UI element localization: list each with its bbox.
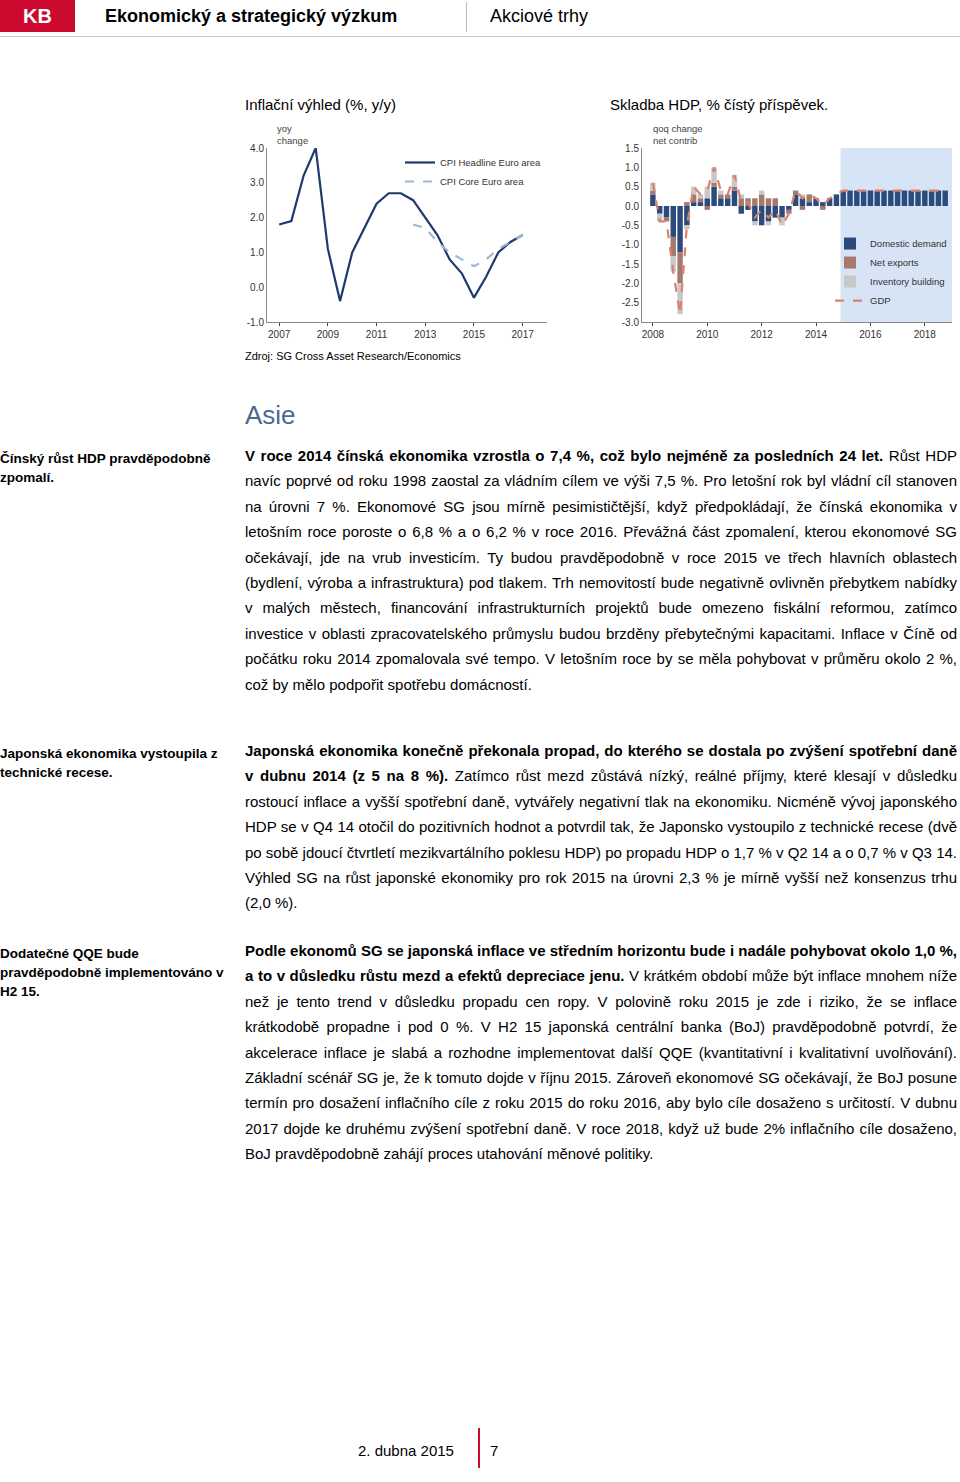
svg-text:2015: 2015 bbox=[463, 329, 486, 340]
html-text:Ekonomický a strategický výzku: Ekonomický a strategický výzkum bbox=[105, 6, 398, 26]
svg-text:-1.0: -1.0 bbox=[622, 239, 640, 250]
svg-text:CPI Headline Euro area: CPI Headline Euro area bbox=[440, 157, 541, 168]
svg-text:0.0: 0.0 bbox=[250, 282, 264, 293]
svg-text:1.0: 1.0 bbox=[625, 162, 639, 173]
svg-text:2013: 2013 bbox=[414, 329, 437, 340]
html-text:Japonská ekonomika konečně pře: Japonská ekonomika konečně překonala pro… bbox=[245, 742, 957, 912]
svg-text:2010: 2010 bbox=[696, 329, 719, 340]
svg-text:-3.0: -3.0 bbox=[622, 317, 640, 328]
svg-text:-0.5: -0.5 bbox=[622, 220, 640, 231]
svg-text:yoychange: yoychange bbox=[277, 123, 308, 146]
svg-text:0.5: 0.5 bbox=[625, 181, 639, 192]
svg-text:-2.5: -2.5 bbox=[622, 297, 640, 308]
html-text:Akciové trhy: Akciové trhy bbox=[490, 6, 588, 26]
svg-text:2018: 2018 bbox=[914, 329, 937, 340]
svg-text:-2.0: -2.0 bbox=[622, 278, 640, 289]
html-text:Dodatečné QQE bude pravděpodob: Dodatečné QQE bude pravděpodobně impleme… bbox=[0, 946, 224, 999]
html-text:Čínský růst HDP pravděpodobně: Čínský růst HDP pravděpodobně zpomalí. bbox=[0, 451, 211, 485]
svg-text:1.0: 1.0 bbox=[250, 247, 264, 258]
html-text:Asie: Asie bbox=[245, 400, 296, 430]
svg-text:qoq changenet contrib: qoq changenet contrib bbox=[653, 123, 703, 146]
html-text:Zdroj: SG Cross Asset Research: Zdroj: SG Cross Asset Research/Economics bbox=[245, 350, 461, 362]
svg-text:0.0: 0.0 bbox=[625, 201, 639, 212]
html-text:2. dubna 2015: 2. dubna 2015 bbox=[358, 1442, 454, 1459]
svg-text:-1.5: -1.5 bbox=[622, 259, 640, 270]
html-text:V roce 2014 čínská ekonomika v: V roce 2014 čínská ekonomika vzrostla o … bbox=[245, 447, 957, 693]
svg-text:2017: 2017 bbox=[512, 329, 535, 340]
html-text:7: 7 bbox=[490, 1442, 499, 1459]
svg-text:Net exports: Net exports bbox=[870, 257, 919, 268]
svg-text:Domestic demand: Domestic demand bbox=[870, 238, 947, 249]
svg-text:2016: 2016 bbox=[859, 329, 882, 340]
svg-text:4.0: 4.0 bbox=[250, 143, 264, 154]
svg-text:2009: 2009 bbox=[317, 329, 340, 340]
svg-text:2012: 2012 bbox=[751, 329, 774, 340]
html-text:Podle ekonomů SG se japonská i: Podle ekonomů SG se japonská inflace ve … bbox=[245, 942, 957, 1163]
svg-text:2.0: 2.0 bbox=[250, 212, 264, 223]
svg-text:1.5: 1.5 bbox=[625, 143, 639, 154]
html-text:KB: KB bbox=[23, 5, 52, 27]
svg-text:GDP: GDP bbox=[870, 295, 891, 306]
svg-text:2011: 2011 bbox=[366, 329, 388, 340]
html-text:Inflační výhled (%, y/y): Inflační výhled (%, y/y) bbox=[245, 96, 396, 113]
svg-text:2014: 2014 bbox=[805, 329, 828, 340]
svg-text:2008: 2008 bbox=[642, 329, 665, 340]
svg-text:2007: 2007 bbox=[268, 329, 291, 340]
svg-text:Inventory building: Inventory building bbox=[870, 276, 944, 287]
html-text:Skladba HDP, % čístý příspěvek: Skladba HDP, % čístý příspěvek. bbox=[610, 96, 829, 113]
svg-text:-1.0: -1.0 bbox=[247, 317, 265, 328]
html-text:Japonská ekonomika vystoupila: Japonská ekonomika vystoupila z technick… bbox=[0, 746, 218, 780]
svg-text:3.0: 3.0 bbox=[250, 177, 264, 188]
svg-text:CPI Core Euro area: CPI Core Euro area bbox=[440, 176, 524, 187]
